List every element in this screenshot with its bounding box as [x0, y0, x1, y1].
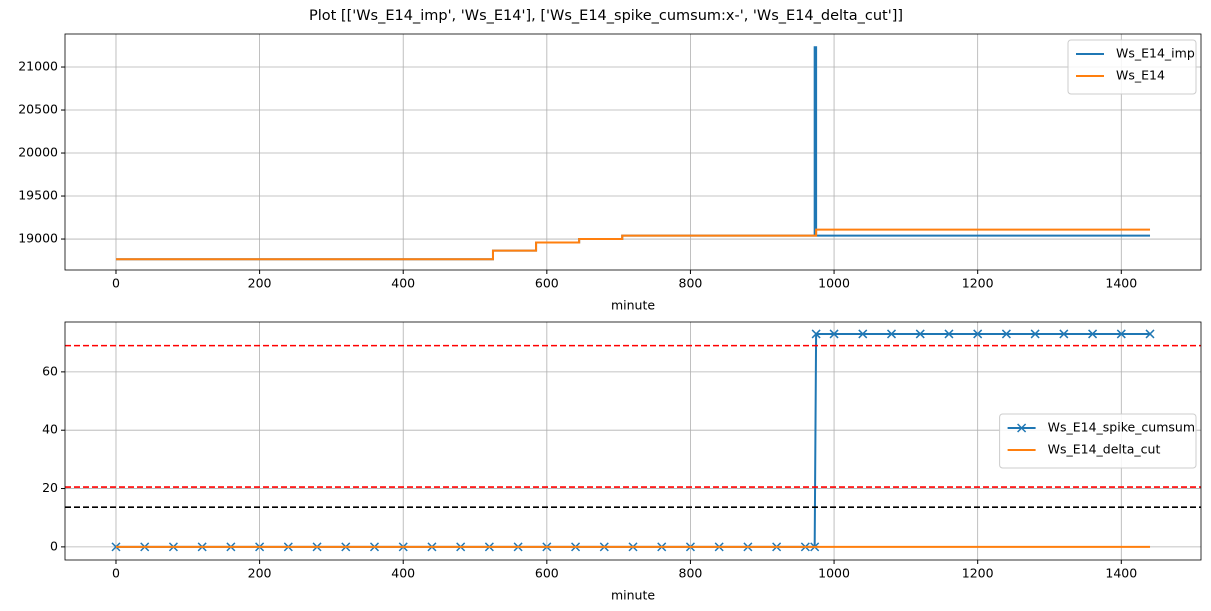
x-tick-label: 800 — [679, 276, 703, 291]
x-tick-label: 1200 — [962, 276, 994, 291]
axes: 0 200 400 600 800 1000 1200 1400 19000 19500 20000… — [18, 33, 1202, 313]
marker — [1059, 329, 1069, 339]
legend-box — [999, 413, 1197, 469]
legend-label: Ws_E14 — [1116, 68, 1165, 83]
y-tick-label: 20000 — [18, 145, 58, 160]
plot-area — [115, 46, 1151, 261]
marker — [1145, 329, 1155, 339]
legend-label: Ws_E14_delta_cut — [1048, 442, 1161, 457]
x-tick-label: 1400 — [1105, 276, 1137, 291]
marker — [973, 329, 983, 339]
plot-area — [65, 329, 1201, 552]
axes-frame — [64, 33, 1202, 271]
legend-label: Ws_E14_imp — [1116, 46, 1195, 61]
y-tick-label: 20 — [42, 480, 58, 495]
x-tick-label: 0 — [112, 566, 120, 581]
x-axis-label: minute — [611, 588, 655, 603]
marker — [1001, 329, 1011, 339]
legend-marker — [1017, 423, 1027, 433]
x-tick-label: 800 — [679, 566, 703, 581]
y-tick-label: 40 — [42, 422, 58, 437]
series-line — [115, 332, 1151, 548]
x-tick-label: 1000 — [818, 566, 850, 581]
y-tick-label: 19500 — [18, 188, 58, 203]
marker — [1030, 329, 1040, 339]
x-axis-label: minute — [611, 298, 655, 313]
marker — [858, 329, 868, 339]
y-tick-label: 19000 — [18, 231, 58, 246]
y-tick-label: 20500 — [18, 102, 58, 117]
y-tick-label: 21000 — [18, 59, 58, 74]
marker — [886, 329, 897, 339]
x-tick-label: 400 — [391, 276, 415, 291]
marker — [829, 329, 839, 339]
y-tick-label: 60 — [42, 363, 58, 378]
y-tick-label: 0 — [50, 538, 58, 553]
figure-title: Plot [['Ws_E14_imp', 'Ws_E14'], ['Ws_E14… — [309, 8, 903, 24]
x-tick-label: 0 — [112, 276, 120, 291]
x-tick-label: 400 — [391, 566, 415, 581]
x-tick-label: 600 — [535, 566, 559, 581]
legend-label: Ws_E14_spike_cumsum — [1048, 420, 1195, 435]
marker — [1116, 329, 1126, 339]
x-tick-label: 1000 — [818, 276, 850, 291]
x-tick-label: 600 — [535, 276, 559, 291]
axes-frame — [64, 321, 1202, 561]
series-line — [115, 228, 1151, 261]
x-tick-label: 200 — [248, 276, 272, 291]
x-tick-label: 200 — [248, 566, 272, 581]
axes: 0 200 400 600 800 1000 1200 1400 0 20 40 60 minute Ws… — [42, 321, 1202, 603]
marker — [944, 329, 954, 339]
x-tick-label: 1400 — [1105, 566, 1137, 581]
marker — [1088, 329, 1098, 339]
marker — [915, 329, 925, 339]
marker — [811, 329, 821, 339]
x-tick-label: 1200 — [962, 566, 994, 581]
